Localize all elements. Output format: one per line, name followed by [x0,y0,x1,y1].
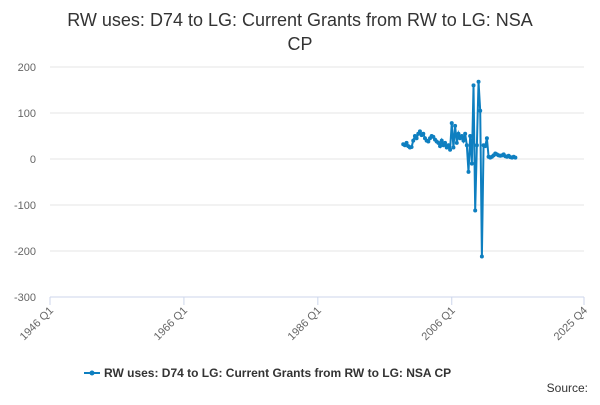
x-tick-label: 1986 Q1 [286,305,324,343]
point [474,143,479,148]
y-tick-label: -200 [14,246,36,258]
point [449,121,454,126]
x-tick-label: 1946 Q1 [18,305,56,343]
y-tick-label: -300 [14,292,36,304]
x-tick-label: 1966 Q1 [152,305,190,343]
point [409,145,414,150]
point [479,254,484,259]
point [464,143,469,148]
point [443,140,448,145]
y-tick-label: 200 [18,62,36,74]
chart-title: CP [287,34,312,54]
point [466,169,471,174]
point [513,155,518,160]
point [448,147,453,152]
point [456,131,461,136]
point [426,139,431,144]
point [438,144,443,149]
point [421,131,426,136]
line [402,81,516,257]
y-tick-label: 0 [30,154,36,166]
source: Source: [547,381,588,395]
point [483,144,488,149]
legend-label: RW uses: D74 to LG: Current Grants from … [104,366,451,380]
point [417,129,422,134]
point [439,138,444,143]
point [473,208,478,213]
chart-title: RW uses: D74 to LG: Current Grants from … [67,10,532,30]
y-tick-label: 100 [18,108,36,120]
x-tick-label: 2006 Q1 [420,305,458,343]
point [478,108,483,113]
point [451,145,456,150]
point [468,134,473,138]
point [471,83,476,88]
point [453,123,458,128]
y-tick-label: -100 [14,200,36,212]
point [411,138,416,143]
point [414,136,419,141]
legend-marker [89,370,95,376]
point [476,79,481,84]
point [463,131,468,136]
point [436,140,441,145]
point [454,140,459,145]
point [484,136,489,141]
point [459,134,464,138]
point [446,143,451,148]
point [469,161,474,166]
x-tick-label: 2025 Q4 [552,305,590,343]
point [404,140,409,145]
point [461,138,466,143]
